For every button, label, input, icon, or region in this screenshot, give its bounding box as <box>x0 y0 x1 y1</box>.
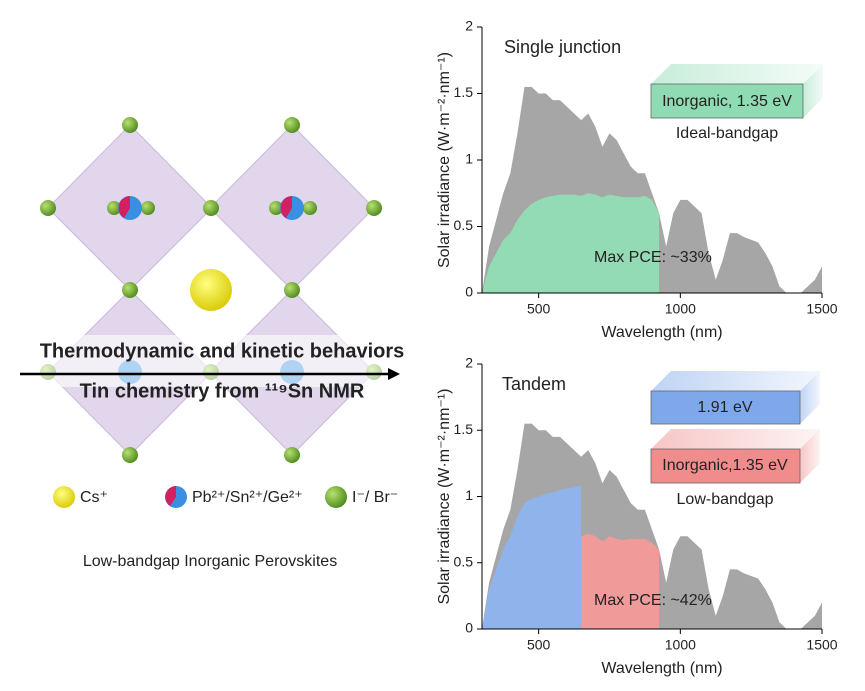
bandgap-box <box>650 390 801 425</box>
bandgap-box <box>650 448 801 484</box>
y-tick-label: 0 <box>465 620 473 636</box>
x-tick-label: 1500 <box>806 301 837 317</box>
halide-atom <box>303 201 317 215</box>
halide-atom <box>107 201 121 215</box>
chart-tandem: 0 0.5 1 1.5 2 500 1000 1500 Wavelength (nm) Solar… <box>436 355 838 678</box>
x-tick-label: 500 <box>527 637 551 653</box>
annotation-boxes: Inorganic, 1.35 eV Ideal-bandgap 1.91 eV… <box>650 64 823 508</box>
x-axis-label: Wavelength (nm) <box>601 324 722 341</box>
area <box>581 533 660 629</box>
halide-atom <box>284 282 300 298</box>
annotation: Tandem <box>502 374 566 394</box>
annotation: Low-bandgap <box>677 491 774 508</box>
headline: Thermodynamic and kinetic behaviors <box>40 340 405 362</box>
annotation: Inorganic, 1.35 eV <box>662 93 792 110</box>
halide-atom <box>284 447 300 463</box>
x-tick-label: 1500 <box>806 637 837 653</box>
cs-atom <box>190 269 232 311</box>
halide-atom <box>122 282 138 298</box>
halide-atom <box>203 200 219 216</box>
area <box>482 193 660 293</box>
y-tick-label: 1.5 <box>454 84 474 100</box>
legend-halide <box>325 486 347 508</box>
y-axis-label: Solar irradiance (W·m⁻²·nm⁻¹) <box>436 388 453 604</box>
y-tick-label: 1 <box>465 487 473 503</box>
halide-atom <box>122 117 138 133</box>
caption: Low-bandgap Inorganic Perovskites <box>83 553 337 570</box>
halide-atom <box>269 201 283 215</box>
y-tick-label: 0.5 <box>454 217 474 233</box>
halide-atom <box>122 447 138 463</box>
y-tick-label: 0 <box>465 284 473 300</box>
bandgap-box <box>650 83 804 119</box>
annotation: 1.91 eV <box>697 399 752 416</box>
annotation: Max PCE: ~33% <box>594 249 712 266</box>
x-tick-label: 1000 <box>665 637 696 653</box>
legend-label: Cs⁺ <box>80 489 108 506</box>
x-axis-label: Wavelength (nm) <box>601 660 722 677</box>
perovskite-diagram: Thermodynamic and kinetic behaviors Tin … <box>0 117 440 570</box>
annotation: Single junction <box>504 37 621 57</box>
y-axis-label: Solar irradiance (W·m⁻²·nm⁻¹) <box>436 52 453 268</box>
legend-cs <box>53 486 75 508</box>
legend-label: Pb²⁺/Sn²⁺/Ge²⁺ <box>192 489 303 506</box>
halide-atom <box>366 200 382 216</box>
y-tick-label: 2 <box>465 355 473 371</box>
halide-atom <box>141 201 155 215</box>
legend-label: I⁻/ Br⁻ <box>352 489 398 506</box>
arrow-head <box>388 368 400 380</box>
text-band <box>0 335 440 387</box>
annotation: Max PCE: ~42% <box>594 592 712 609</box>
chart-single: 0 0.5 1 1.5 2 500 1000 1500 Wavelength (nm) Solar… <box>436 18 838 342</box>
y-tick-label: 1.5 <box>454 421 474 437</box>
subline: Tin chemistry from ¹¹⁹Sn NMR <box>80 380 365 402</box>
x-tick-label: 1000 <box>665 301 696 317</box>
annotation: Ideal-bandgap <box>676 125 778 142</box>
halide-atom <box>40 200 56 216</box>
area <box>482 485 582 629</box>
y-tick-label: 2 <box>465 18 473 34</box>
x-tick-label: 500 <box>527 301 551 317</box>
halide-atom <box>284 117 300 133</box>
y-tick-label: 1 <box>465 151 473 167</box>
y-tick-label: 0.5 <box>454 553 474 569</box>
annotation: Inorganic,1.35 eV <box>662 457 788 474</box>
